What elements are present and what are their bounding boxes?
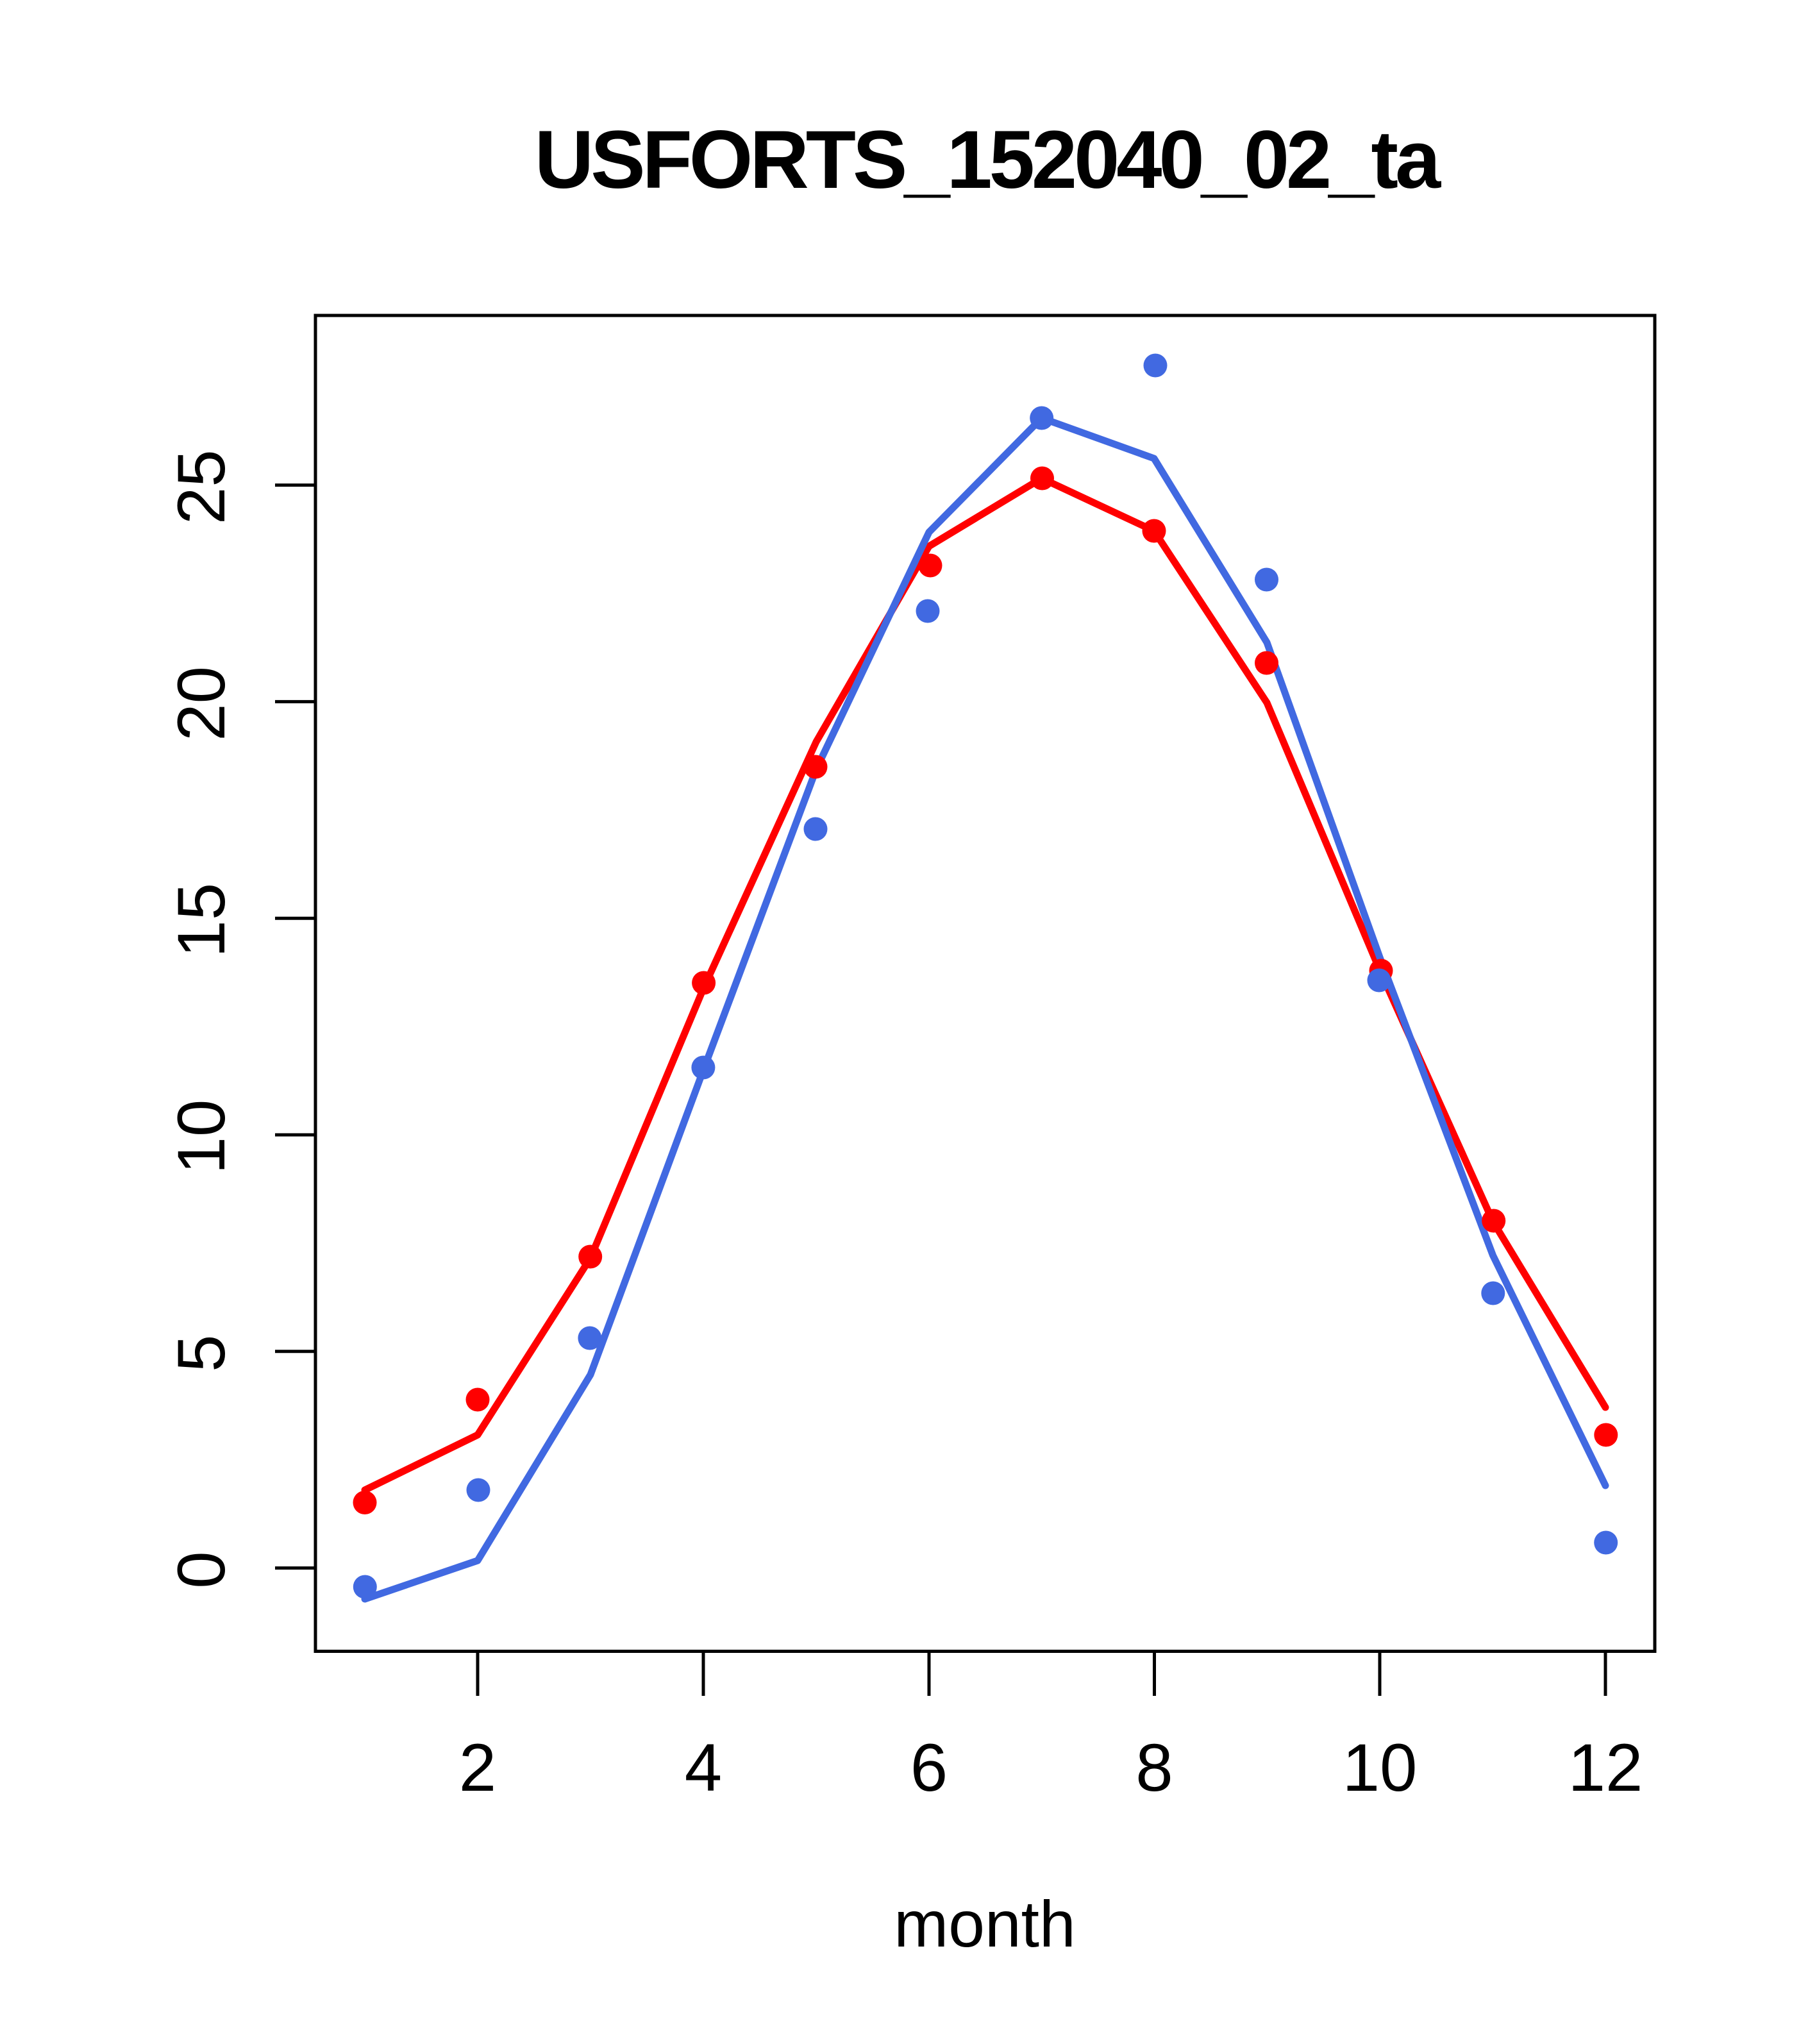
svg-text:USFORTS_152040_02_ta: USFORTS_152040_02_ta bbox=[535, 114, 1441, 206]
svg-text:20: 20 bbox=[164, 666, 239, 741]
svg-text:6: 6 bbox=[910, 1730, 948, 1805]
svg-text:12: 12 bbox=[1568, 1730, 1643, 1805]
svg-text:10: 10 bbox=[164, 1100, 239, 1175]
svg-text:0: 0 bbox=[164, 1551, 239, 1588]
svg-text:month: month bbox=[894, 1888, 1076, 1961]
svg-text:10: 10 bbox=[1343, 1730, 1418, 1805]
svg-text:8: 8 bbox=[1135, 1730, 1173, 1805]
svg-text:15: 15 bbox=[164, 883, 239, 958]
svg-text:2: 2 bbox=[459, 1730, 496, 1805]
svg-text:25: 25 bbox=[164, 449, 239, 524]
svg-text:5: 5 bbox=[164, 1335, 239, 1372]
svg-text:4: 4 bbox=[685, 1730, 722, 1805]
